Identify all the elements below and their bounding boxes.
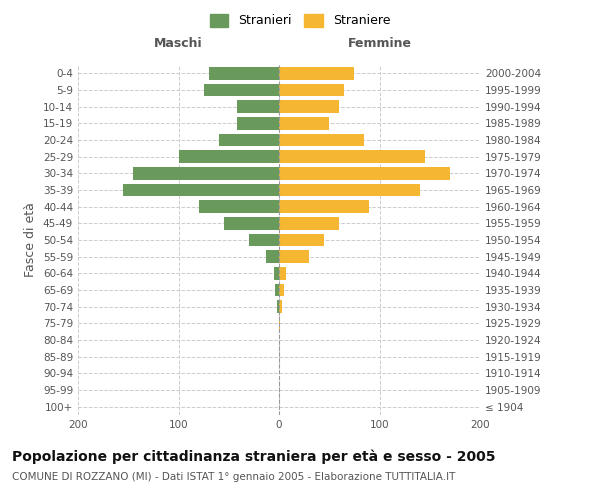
Bar xyxy=(224,217,279,230)
Bar xyxy=(133,167,279,179)
Bar xyxy=(199,200,279,213)
Bar xyxy=(279,284,284,296)
Bar xyxy=(279,250,309,263)
Bar xyxy=(279,300,282,313)
Bar xyxy=(279,317,280,330)
Bar xyxy=(274,267,279,280)
Bar xyxy=(275,284,279,296)
Bar xyxy=(218,134,279,146)
Bar xyxy=(279,167,450,179)
Text: COMUNE DI ROZZANO (MI) - Dati ISTAT 1° gennaio 2005 - Elaborazione TUTTITALIA.IT: COMUNE DI ROZZANO (MI) - Dati ISTAT 1° g… xyxy=(12,472,455,482)
Bar xyxy=(279,150,425,163)
Bar xyxy=(279,184,420,196)
Bar xyxy=(209,67,279,80)
Bar xyxy=(279,267,286,280)
Bar xyxy=(237,117,279,130)
Bar xyxy=(277,300,279,313)
Bar xyxy=(237,100,279,113)
Legend: Stranieri, Straniere: Stranieri, Straniere xyxy=(205,8,395,32)
Bar xyxy=(249,234,279,246)
Bar xyxy=(279,117,329,130)
Bar xyxy=(279,84,344,96)
Bar xyxy=(203,84,279,96)
Y-axis label: Fasce di età: Fasce di età xyxy=(25,202,37,278)
Bar xyxy=(279,134,364,146)
Bar xyxy=(279,200,370,213)
Bar xyxy=(279,217,340,230)
Bar xyxy=(179,150,279,163)
Bar xyxy=(123,184,279,196)
Text: Popolazione per cittadinanza straniera per età e sesso - 2005: Popolazione per cittadinanza straniera p… xyxy=(12,450,496,464)
Bar xyxy=(266,250,279,263)
Text: Maschi: Maschi xyxy=(154,37,203,50)
Bar xyxy=(279,234,324,246)
Bar xyxy=(279,100,340,113)
Text: Femmine: Femmine xyxy=(347,37,412,50)
Bar xyxy=(279,67,355,80)
